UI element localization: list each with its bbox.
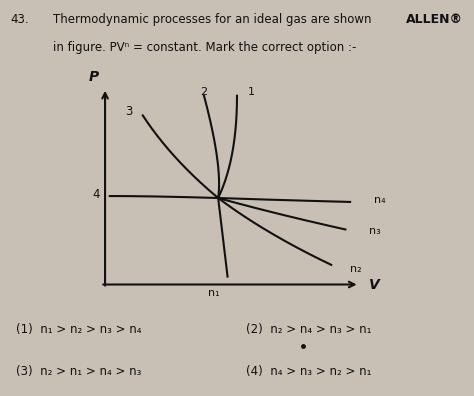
Text: (1)  n₁ > n₂ > n₃ > n₄: (1) n₁ > n₂ > n₃ > n₄ (16, 323, 141, 336)
Text: 2: 2 (201, 87, 208, 97)
Text: 4: 4 (93, 188, 100, 200)
Text: 1: 1 (247, 87, 255, 97)
Text: in figure. PVⁿ = constant. Mark the correct option :-: in figure. PVⁿ = constant. Mark the corr… (53, 41, 356, 54)
Text: Thermodynamic processes for an ideal gas are shown: Thermodynamic processes for an ideal gas… (53, 13, 372, 26)
Text: 43.: 43. (11, 13, 29, 26)
Text: n₁: n₁ (208, 288, 219, 299)
Text: P: P (88, 70, 98, 84)
Text: (4)  n₄ > n₃ > n₂ > n₁: (4) n₄ > n₃ > n₂ > n₁ (246, 364, 372, 377)
Text: n₂: n₂ (350, 264, 362, 274)
Text: ALLEN®: ALLEN® (406, 13, 463, 26)
Text: n₃: n₃ (369, 227, 381, 236)
Text: (2)  n₂ > n₄ > n₃ > n₁: (2) n₂ > n₄ > n₃ > n₁ (246, 323, 372, 336)
Text: V: V (369, 278, 380, 291)
Text: n₄: n₄ (374, 195, 385, 205)
Text: 3: 3 (125, 105, 132, 118)
Text: (3)  n₂ > n₁ > n₄ > n₃: (3) n₂ > n₁ > n₄ > n₃ (16, 364, 141, 377)
